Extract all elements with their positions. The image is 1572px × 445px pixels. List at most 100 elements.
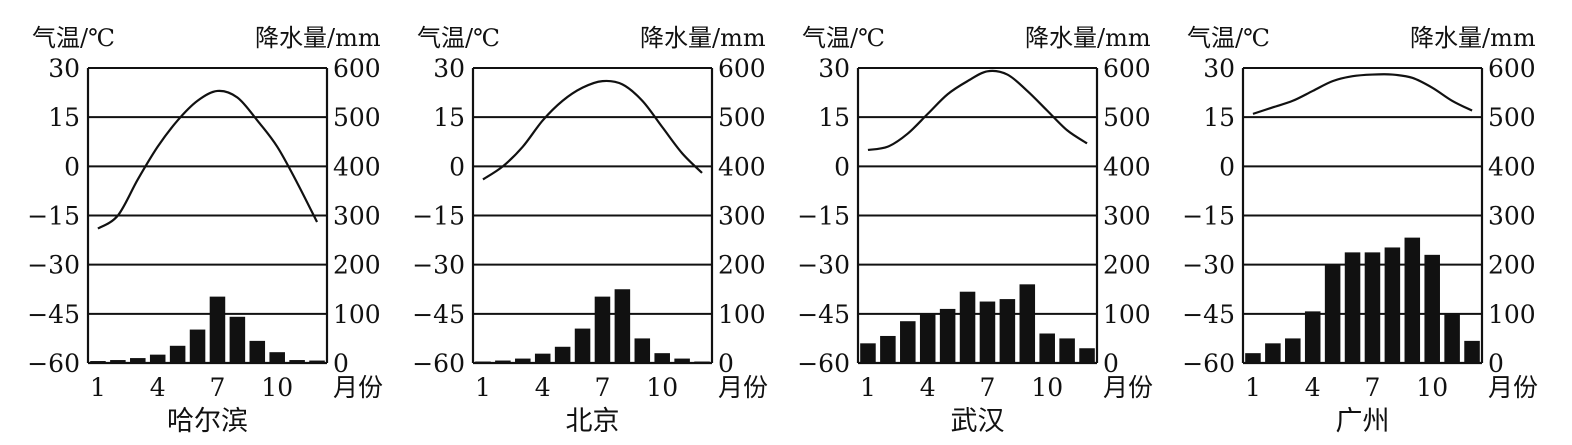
precipitation-bar [554, 346, 571, 363]
precipitation-bar [1285, 338, 1301, 363]
chart-title: 哈尔滨 [167, 406, 248, 437]
precipitation-bar [110, 360, 126, 363]
precipitation-bar [1324, 264, 1341, 363]
y-right-axis-label: 降水量/mm [1025, 24, 1151, 52]
precipitation-bar [309, 360, 325, 363]
precipitation-bar [475, 361, 491, 363]
x-tick-label: 1 [860, 373, 876, 402]
x-tick-label: 10 [1416, 373, 1448, 402]
x-tick-label: 7 [980, 373, 996, 402]
x-tick-label: 7 [210, 373, 226, 402]
y-right-tick-label: 100 [718, 300, 766, 329]
y-right-tick-label: 600 [1103, 54, 1151, 83]
x-tick-label: 1 [475, 373, 491, 402]
precipitation-bar [919, 313, 936, 363]
precipitation-bar [1464, 340, 1480, 363]
precipitation-bar [634, 338, 651, 363]
x-tick-label: 1 [90, 373, 106, 402]
y-left-tick-label: −30 [27, 251, 80, 280]
y-right-tick-label: 300 [1103, 202, 1151, 231]
precipitation-bar [694, 361, 710, 363]
y-left-tick-label: −60 [27, 349, 80, 378]
precipitation-bar [1265, 343, 1281, 363]
y-right-tick-label: 400 [1103, 152, 1151, 181]
precipitation-bar [860, 343, 876, 363]
precipitation-bar [209, 296, 226, 363]
x-tick-label: 4 [150, 373, 166, 402]
precipitation-bar [979, 301, 996, 363]
y-right-tick-label: 0 [1488, 349, 1504, 378]
precipitation-bar [594, 296, 611, 363]
y-right-tick-label: 500 [718, 103, 766, 132]
precipitation-bar [999, 299, 1016, 363]
y-left-tick-label: 30 [48, 54, 80, 83]
x-tick-label: 7 [595, 373, 611, 402]
precipitation-bar [515, 358, 531, 363]
y-right-tick-label: 500 [1103, 103, 1151, 132]
y-right-axis-label: 降水量/mm [1410, 24, 1536, 52]
chart-title: 北京 [566, 406, 620, 437]
y-left-axis-label: 气温/℃ [417, 24, 500, 52]
y-left-tick-label: −30 [797, 251, 850, 280]
y-left-tick-label: 0 [1219, 152, 1235, 181]
y-right-tick-label: 400 [718, 152, 766, 181]
y-right-tick-label: 0 [1103, 349, 1119, 378]
x-axis-unit-label: 月份 [1103, 373, 1153, 402]
y-left-tick-label: 30 [433, 54, 465, 83]
temperature-line [1252, 73, 1473, 115]
y-left-tick-label: 30 [1203, 54, 1235, 83]
y-right-tick-label: 400 [333, 152, 381, 181]
y-left-tick-label: −60 [797, 349, 850, 378]
y-left-tick-label: 0 [834, 152, 850, 181]
y-left-tick-label: −15 [1182, 202, 1235, 231]
y-left-tick-label: 0 [449, 152, 465, 181]
y-right-tick-label: 300 [718, 202, 766, 231]
precipitation-bar [1245, 353, 1261, 363]
precipitation-bar [959, 291, 976, 363]
y-left-tick-label: −45 [27, 300, 80, 329]
x-tick-label: 10 [261, 373, 293, 402]
y-left-tick-label: −30 [1182, 251, 1235, 280]
y-left-tick-label: −60 [412, 349, 465, 378]
precipitation-bar [939, 308, 956, 363]
x-tick-label: 4 [920, 373, 936, 402]
precipitation-bar [1304, 311, 1321, 363]
y-right-tick-label: 500 [333, 103, 381, 132]
precipitation-bar [269, 352, 285, 363]
y-left-axis-label: 气温/℃ [32, 24, 115, 52]
y-right-axis-label: 降水量/mm [255, 24, 381, 52]
temperature-line [867, 69, 1088, 152]
y-right-tick-label: 200 [333, 251, 381, 280]
y-right-axis-label: 降水量/mm [640, 24, 766, 52]
y-left-tick-label: −15 [412, 202, 465, 231]
precipitation-bar [1384, 247, 1401, 363]
precipitation-bar [90, 361, 106, 363]
precipitation-bar [1404, 237, 1421, 363]
temperature-line [97, 89, 319, 230]
precipitation-bar [149, 354, 166, 363]
precipitation-bar [614, 289, 631, 363]
x-tick-label: 10 [1031, 373, 1063, 402]
x-tick-label: 10 [646, 373, 678, 402]
chart-title: 广州 [1336, 406, 1390, 437]
y-left-tick-label: 15 [433, 103, 465, 132]
precipitation-bar [1059, 338, 1075, 363]
x-tick-label: 4 [1305, 373, 1321, 402]
precipitation-bar [880, 335, 896, 363]
y-right-tick-label: 0 [718, 349, 734, 378]
y-left-axis-label: 气温/℃ [1187, 24, 1270, 52]
x-axis-unit-label: 月份 [333, 373, 383, 402]
y-right-tick-label: 100 [1488, 300, 1536, 329]
precipitation-bar [900, 321, 916, 363]
x-tick-label: 7 [1365, 373, 1381, 402]
y-right-tick-label: 200 [1488, 251, 1536, 280]
y-left-tick-label: −45 [797, 300, 850, 329]
y-left-tick-label: −45 [412, 300, 465, 329]
precipitation-bar [534, 353, 551, 363]
precipitation-bar [1444, 313, 1460, 363]
y-right-tick-label: 100 [333, 300, 381, 329]
y-right-tick-label: 100 [1103, 300, 1151, 329]
y-right-tick-label: 300 [333, 202, 381, 231]
x-axis-unit-label: 月份 [718, 373, 768, 402]
